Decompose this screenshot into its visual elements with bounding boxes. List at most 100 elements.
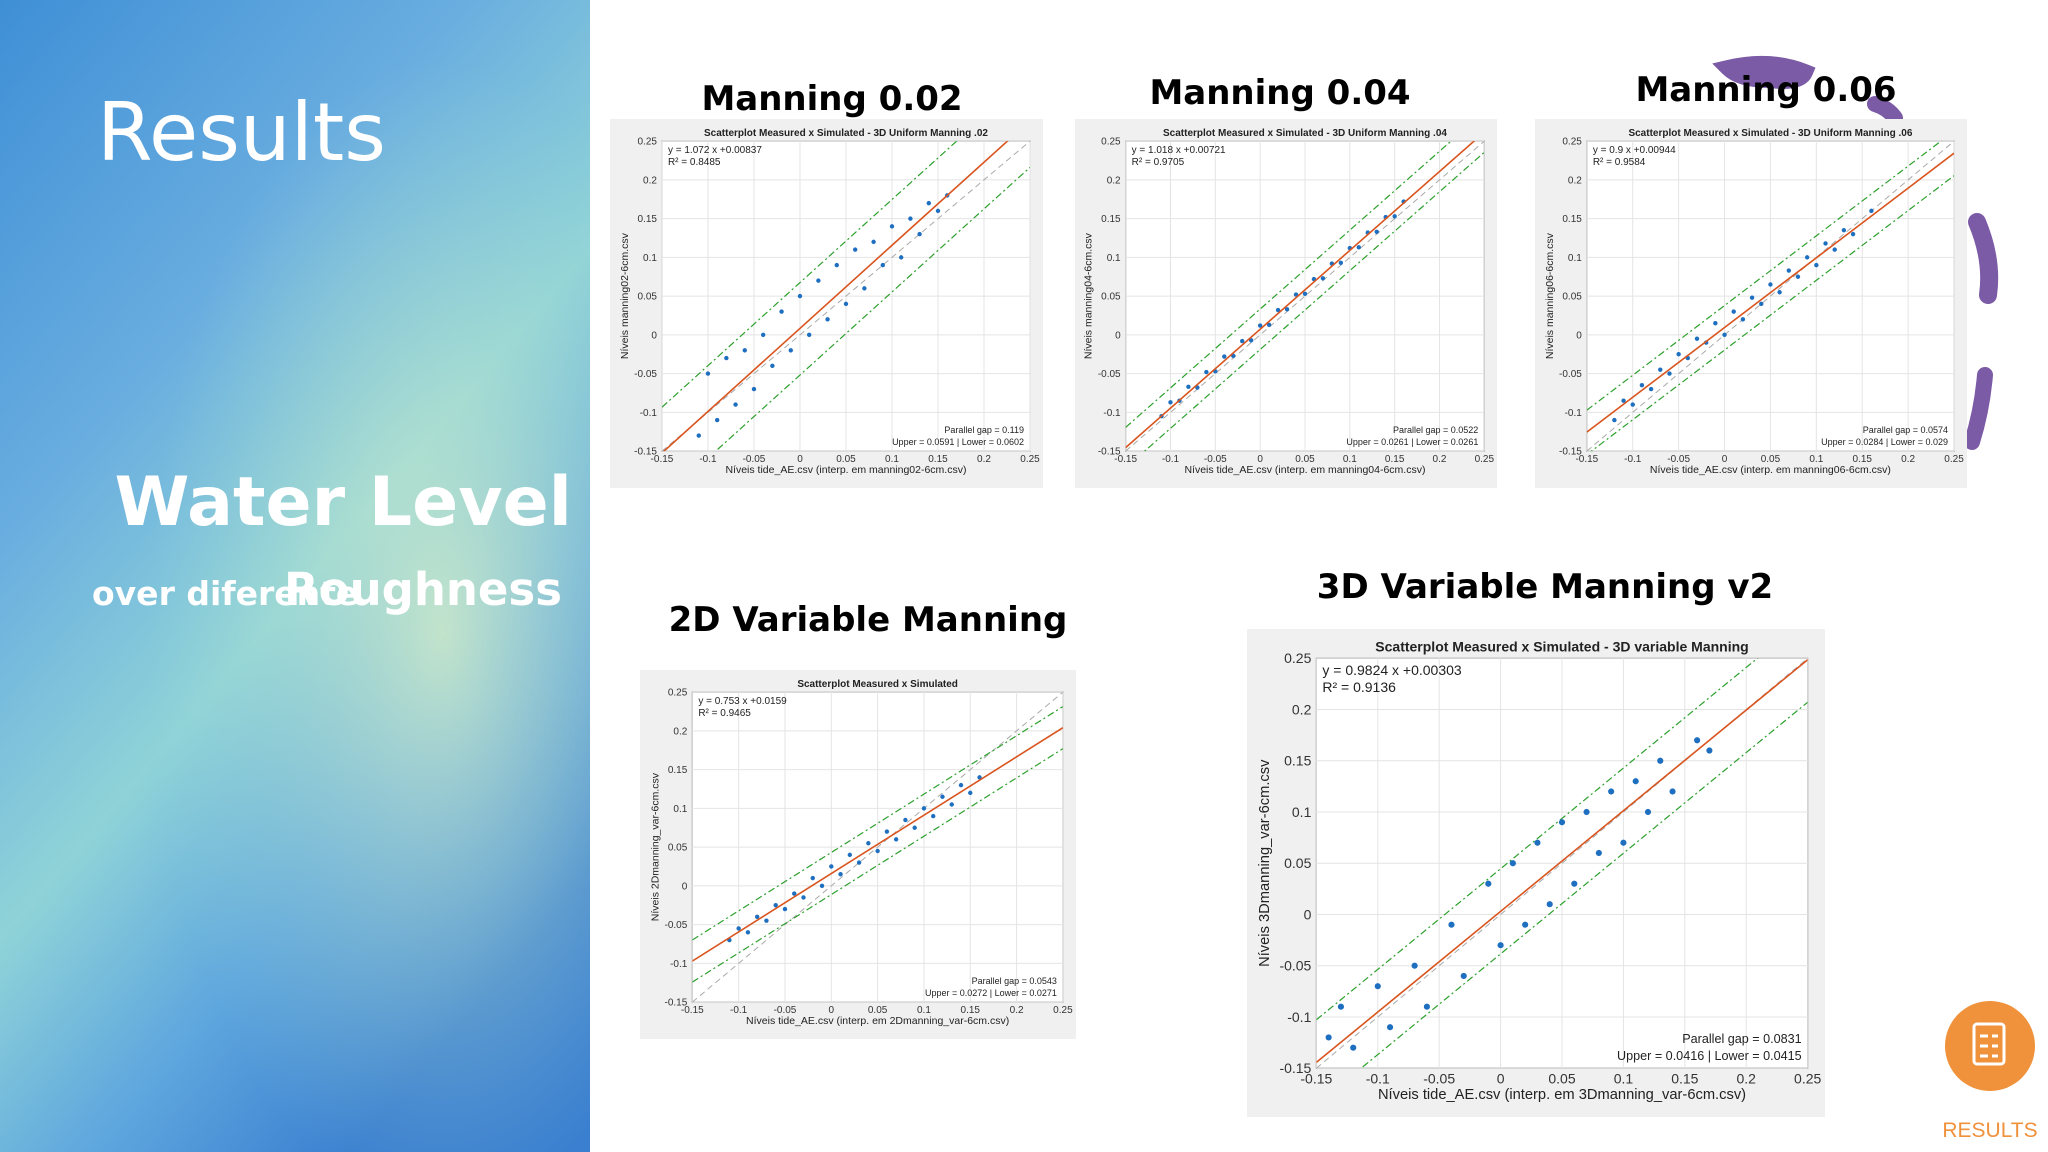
y-axis-label: Níveis 2Dmanning_var-6cm.csv	[649, 772, 661, 921]
scatter-point	[810, 875, 815, 881]
chart-heading: 3D Variable Manning v2	[1317, 567, 1773, 607]
scatter-point	[1386, 1024, 1394, 1031]
annotation: R² = 0.9136	[1322, 679, 1396, 695]
annotation: Upper = 0.0284 | Lower = 0.029	[1821, 437, 1948, 447]
scatter-point	[926, 200, 931, 206]
annotation: y = 0.9824 x +0.00303	[1322, 662, 1462, 678]
y-tick-label: 0.15	[1101, 214, 1121, 225]
annotation: R² = 0.9584	[1593, 157, 1646, 168]
scatter-point	[1509, 860, 1516, 867]
scatter-point	[1639, 383, 1645, 388]
x-tick-label: -0.15	[1300, 1071, 1332, 1087]
x-tick-label: 0	[1722, 454, 1728, 465]
annotation: Parallel gap = 0.0574	[1863, 425, 1948, 435]
scatter-point	[1795, 274, 1801, 279]
annotation: Parallel gap = 0.0831	[1682, 1032, 1801, 1046]
scatter-point	[949, 802, 954, 807]
scatter-point	[760, 332, 766, 338]
scatter-point	[1630, 402, 1635, 407]
x-tick-label: -0.05	[774, 1005, 797, 1016]
scatter-point	[908, 216, 913, 221]
y-tick-label: 0	[682, 881, 688, 892]
x-tick-label: 0	[797, 454, 803, 465]
x-tick-label: 0.15	[1853, 454, 1873, 465]
band-line	[692, 706, 1063, 941]
y-tick-label: 0.05	[1284, 855, 1311, 871]
annotation: Parallel gap = 0.119	[944, 425, 1024, 435]
scatter-point	[1293, 292, 1299, 297]
x-tick-label: 0	[1257, 454, 1263, 465]
scatter-point	[829, 864, 834, 869]
y-tick-label: 0.15	[668, 765, 688, 776]
y-tick-label: 0.15	[1284, 753, 1311, 769]
annotation: Upper = 0.0416 | Lower = 0.0415	[1617, 1049, 1802, 1063]
annotation: Upper = 0.0591 | Lower = 0.0602	[892, 437, 1024, 447]
y-tick-label: -0.1	[640, 408, 658, 419]
x-tick-label: 0.15	[961, 1005, 981, 1016]
scatter-point	[1374, 983, 1381, 990]
scatter-point	[754, 914, 760, 920]
band-line	[1125, 141, 1452, 428]
ink-mark	[1964, 367, 1993, 450]
plot-layer	[692, 692, 1063, 1003]
scatter-point	[1786, 268, 1792, 273]
x-tick-label: 0.05	[1548, 1071, 1575, 1087]
scatter-point	[1325, 1034, 1332, 1041]
scatter-point	[1275, 307, 1281, 313]
x-tick-label: -0.15	[1575, 454, 1598, 465]
scatter-point	[917, 231, 922, 237]
y-axis-label: Níveis manning06-6cm.csv	[1544, 232, 1556, 359]
x-tick-label: -0.1	[1162, 454, 1180, 465]
scatter-point	[1266, 322, 1272, 327]
x-tick-label: 0.15	[1385, 454, 1405, 465]
scatter-point	[1392, 214, 1397, 219]
chart-heading: 2D Variable Manning	[669, 600, 1068, 640]
scatter-point	[856, 860, 862, 865]
slide-subheading-emphasis: Roughness	[284, 563, 562, 616]
y-tick-label: 0.1	[673, 804, 687, 815]
plot-layer	[1125, 141, 1485, 452]
y-tick-label: 0.1	[1568, 253, 1582, 264]
scatter-point	[1338, 260, 1344, 265]
annotation: y = 1.072 x +0.00837	[668, 145, 762, 156]
scatter-point	[1168, 400, 1173, 405]
scatter-point	[1620, 839, 1627, 846]
button-circle[interactable]	[1945, 1001, 2035, 1091]
scatter-point	[862, 286, 867, 291]
scatter-point	[935, 208, 941, 214]
scatter-point	[1186, 384, 1191, 389]
plot-title: Scatterplot Measured x Simulated - 3D Un…	[1628, 128, 1912, 139]
y-tick-label: 0.1	[643, 253, 657, 264]
x-tick-label: 0.15	[1671, 1071, 1698, 1087]
x-tick-label: -0.1	[1624, 454, 1642, 465]
scatter-point	[1706, 747, 1713, 754]
plot-title: Scatterplot Measured x Simulated - 3D Un…	[1163, 128, 1447, 139]
scatter-point	[1448, 921, 1455, 928]
slide-heading: Water Level	[114, 463, 572, 542]
annotation: y = 0.753 x +0.0159	[698, 696, 787, 707]
scatter-point	[1302, 291, 1308, 296]
annotation: Parallel gap = 0.0543	[972, 976, 1057, 986]
scatter-point	[1608, 788, 1615, 795]
y-tick-label: -0.05	[1279, 958, 1311, 974]
x-tick-label: 0.05	[836, 454, 856, 465]
chart: 2D Variable Manning Scatterplot Measured …	[640, 600, 1076, 1039]
y-tick-label: 0.05	[1101, 292, 1121, 303]
y-tick-label: 0.25	[1562, 137, 1582, 148]
chart: Manning 0.06 Scatterplot Measured x Simul…	[1535, 70, 1967, 488]
x-tick-label: 0.15	[928, 454, 948, 465]
scatter-point	[1284, 307, 1290, 312]
fit-line	[1316, 659, 1808, 1064]
results-button[interactable]	[1945, 1001, 2035, 1091]
x-tick-label: 0.25	[1475, 454, 1495, 465]
x-axis-label: Níveis tide_AE.csv (interp. em manning04…	[1184, 464, 1425, 476]
x-tick-label: 0.25	[1020, 454, 1040, 465]
fit-line	[1586, 152, 1955, 433]
x-axis-label: Níveis tide_AE.csv (interp. em 2Dmanning…	[746, 1015, 1009, 1027]
y-tick-label: -0.1	[670, 959, 688, 970]
y-tick-label: 0.2	[1107, 175, 1121, 186]
annotation: y = 0.9 x +0.00944	[1593, 145, 1676, 156]
y-tick-label: 0.25	[637, 137, 657, 148]
button-label[interactable]: RESULTS	[1942, 1119, 2037, 1142]
y-tick-label: 0.05	[637, 292, 657, 303]
